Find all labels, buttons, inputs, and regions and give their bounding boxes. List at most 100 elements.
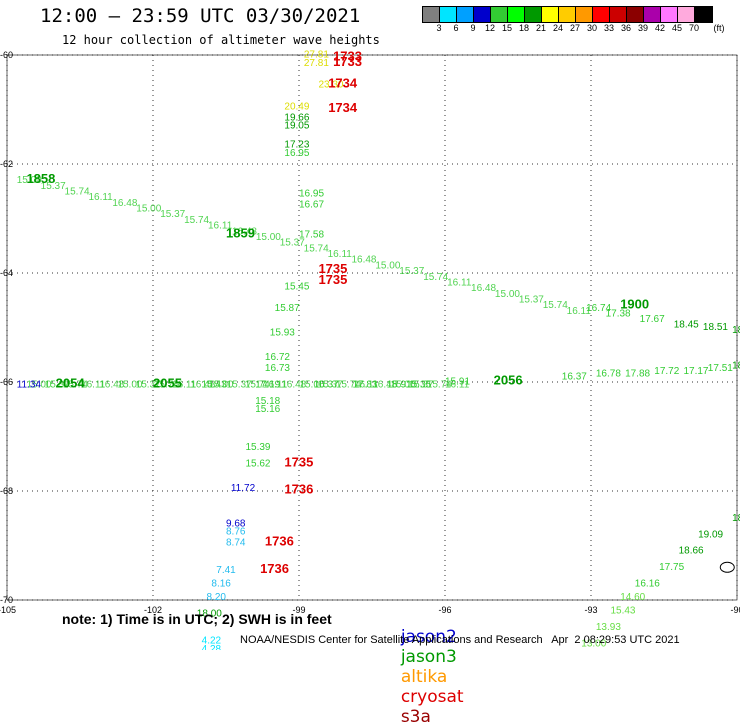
track-clutter-mark: 15.74 bbox=[65, 186, 90, 197]
track-clutter-mark: 15.37 bbox=[280, 238, 305, 249]
wave-height-label: 15.62 bbox=[245, 458, 270, 469]
track-clutter-mark: 16.48 bbox=[232, 226, 257, 237]
colorbar-label: 6 bbox=[453, 23, 459, 33]
wave-height-label: 17.19 bbox=[255, 379, 280, 390]
wave-height-label: 27.81 bbox=[304, 50, 329, 61]
track-clutter-mark: 15.74 bbox=[427, 379, 452, 390]
colorbar-label: 27 bbox=[569, 23, 581, 33]
wave-height-label: 13.00 bbox=[581, 638, 606, 649]
pass-time-label: 1900 bbox=[620, 296, 649, 311]
colorbar-label: 30 bbox=[586, 23, 598, 33]
legend-cryosat: cryosat bbox=[400, 687, 464, 707]
wave-height-label: 16.95 bbox=[284, 148, 309, 159]
wave-height-label: 17.17 bbox=[683, 366, 708, 377]
wave-height-label: 4.28 bbox=[202, 644, 222, 650]
wave-height-label: 9.68 bbox=[226, 518, 246, 529]
x-tick-label: -102 bbox=[144, 605, 162, 615]
colorbar-swatch bbox=[661, 7, 678, 22]
wave-height-label: 15.16 bbox=[255, 404, 280, 415]
track-clutter-mark: 16.11 bbox=[445, 379, 470, 390]
colorbar-swatch bbox=[559, 7, 576, 22]
colorbar-label: 24 bbox=[552, 23, 564, 33]
track-clutter-mark: 15.00 bbox=[495, 289, 520, 300]
track-clutter-mark: 16.11 bbox=[88, 192, 113, 203]
track-clutter-mark: 16.11 bbox=[354, 379, 379, 390]
wave-height-label: 16.37 bbox=[314, 379, 339, 390]
colorbar-swatch bbox=[491, 7, 508, 22]
wave-height-label: 18.51 bbox=[703, 322, 728, 333]
track-clutter-mark: 15.74 bbox=[63, 379, 88, 390]
track-clutter-mark: 15.00 bbox=[17, 175, 42, 186]
colorbar-label: 9 bbox=[470, 23, 476, 33]
colorbar-swatch bbox=[627, 7, 644, 22]
y-tick-label: -66 bbox=[0, 377, 13, 387]
wave-height-label: 18.02 bbox=[732, 513, 740, 524]
wave-height-label: 19.05 bbox=[284, 121, 309, 132]
track-clutter-mark: 15.37 bbox=[409, 379, 434, 390]
wave-height-label: 18.45 bbox=[674, 320, 699, 331]
wave-height-label: 11.34 bbox=[17, 379, 42, 390]
y-tick-label: -70 bbox=[0, 595, 13, 605]
wave-height-label: 19.09 bbox=[698, 529, 723, 540]
wave-height-colorbar bbox=[422, 6, 713, 23]
colorbar-units: (ft) bbox=[713, 23, 725, 33]
wave-height-label: 16.16 bbox=[635, 578, 660, 589]
wave-height-label: 17.75 bbox=[659, 562, 684, 573]
colorbar-swatch bbox=[457, 7, 474, 22]
track-clutter-mark: 16.48 bbox=[471, 283, 496, 294]
colorbar-label: 15 bbox=[501, 23, 513, 33]
pass-time-label: 1733 bbox=[333, 48, 362, 63]
track-clutter-mark: 15.00 bbox=[117, 379, 142, 390]
track-clutter-mark: 15.37 bbox=[318, 379, 343, 390]
y-tick-label: -60 bbox=[0, 50, 13, 60]
wave-height-label: 17.83 bbox=[353, 379, 378, 390]
wave-height-label: 17.67 bbox=[640, 314, 665, 325]
wave-height-label: 15.18 bbox=[255, 396, 280, 407]
track-clutter-mark: 15.00 bbox=[375, 260, 400, 271]
colorbar-label: 45 bbox=[671, 23, 683, 33]
pass-time-label: 1736 bbox=[260, 561, 289, 576]
wave-height-label: 13.93 bbox=[596, 622, 621, 633]
track-clutter-mark: 16.11 bbox=[208, 221, 233, 232]
pass-time-label: 1736 bbox=[265, 534, 294, 549]
track-clutter-mark: 15.00 bbox=[136, 204, 161, 215]
y-tick-label: -68 bbox=[0, 486, 13, 496]
track-clutter-mark: 15.74 bbox=[184, 215, 209, 226]
wave-height-label: 8.20 bbox=[207, 592, 227, 603]
colorbar-swatch bbox=[610, 7, 627, 22]
colorbar-swatch bbox=[542, 7, 559, 22]
wave-height-label: 8.74 bbox=[226, 538, 246, 549]
colorbar-label: 3 bbox=[436, 23, 442, 33]
track-clutter-mark: 15.00 bbox=[299, 379, 324, 390]
x-tick-label: -93 bbox=[584, 605, 597, 615]
track-clutter-mark: 15.00 bbox=[208, 379, 233, 390]
y-tick-label: -64 bbox=[0, 268, 13, 278]
track-clutter-mark: 16.48 bbox=[99, 379, 124, 390]
track-clutter-mark: 15.74 bbox=[423, 272, 448, 283]
wave-height-label: 16.95 bbox=[299, 189, 324, 200]
wave-height-label: 17.88 bbox=[625, 369, 650, 380]
map-frame bbox=[6, 54, 738, 601]
wave-height-label: 16.74 bbox=[586, 303, 611, 314]
wave-height-label: 18.00 bbox=[197, 608, 222, 619]
pass-time-label: 1734 bbox=[328, 100, 358, 115]
colorbar-label: 36 bbox=[620, 23, 632, 33]
x-tick-label: -90 bbox=[730, 605, 740, 615]
legend-altika: altika bbox=[400, 667, 448, 687]
colorbar-label: 33 bbox=[603, 23, 615, 33]
track-clutter-mark: 16.11 bbox=[81, 379, 106, 390]
wave-height-label: 15.87 bbox=[275, 303, 300, 314]
units-note: note: 1) Time is in UTC; 2) SWH is in fe… bbox=[62, 611, 332, 627]
pass-time-label: 2055 bbox=[153, 375, 182, 390]
colorbar-swatch bbox=[576, 7, 593, 22]
wave-height-label: 15.93 bbox=[270, 328, 295, 339]
track-clutter-mark: 16.48 bbox=[351, 255, 376, 266]
wave-height-label: 15.91 bbox=[387, 379, 412, 390]
colorbar-swatch bbox=[695, 7, 712, 22]
wave-height-label: 8.16 bbox=[211, 578, 231, 589]
pass-time-label: 1859 bbox=[226, 226, 255, 241]
satellite-legend: jason2 jason3 altika cryosat s3a bbox=[390, 607, 472, 727]
wave-height-label: 15.91 bbox=[445, 377, 470, 388]
pass-time-label: 2056 bbox=[494, 373, 523, 388]
track-clutter-mark: 15.37 bbox=[136, 379, 161, 390]
